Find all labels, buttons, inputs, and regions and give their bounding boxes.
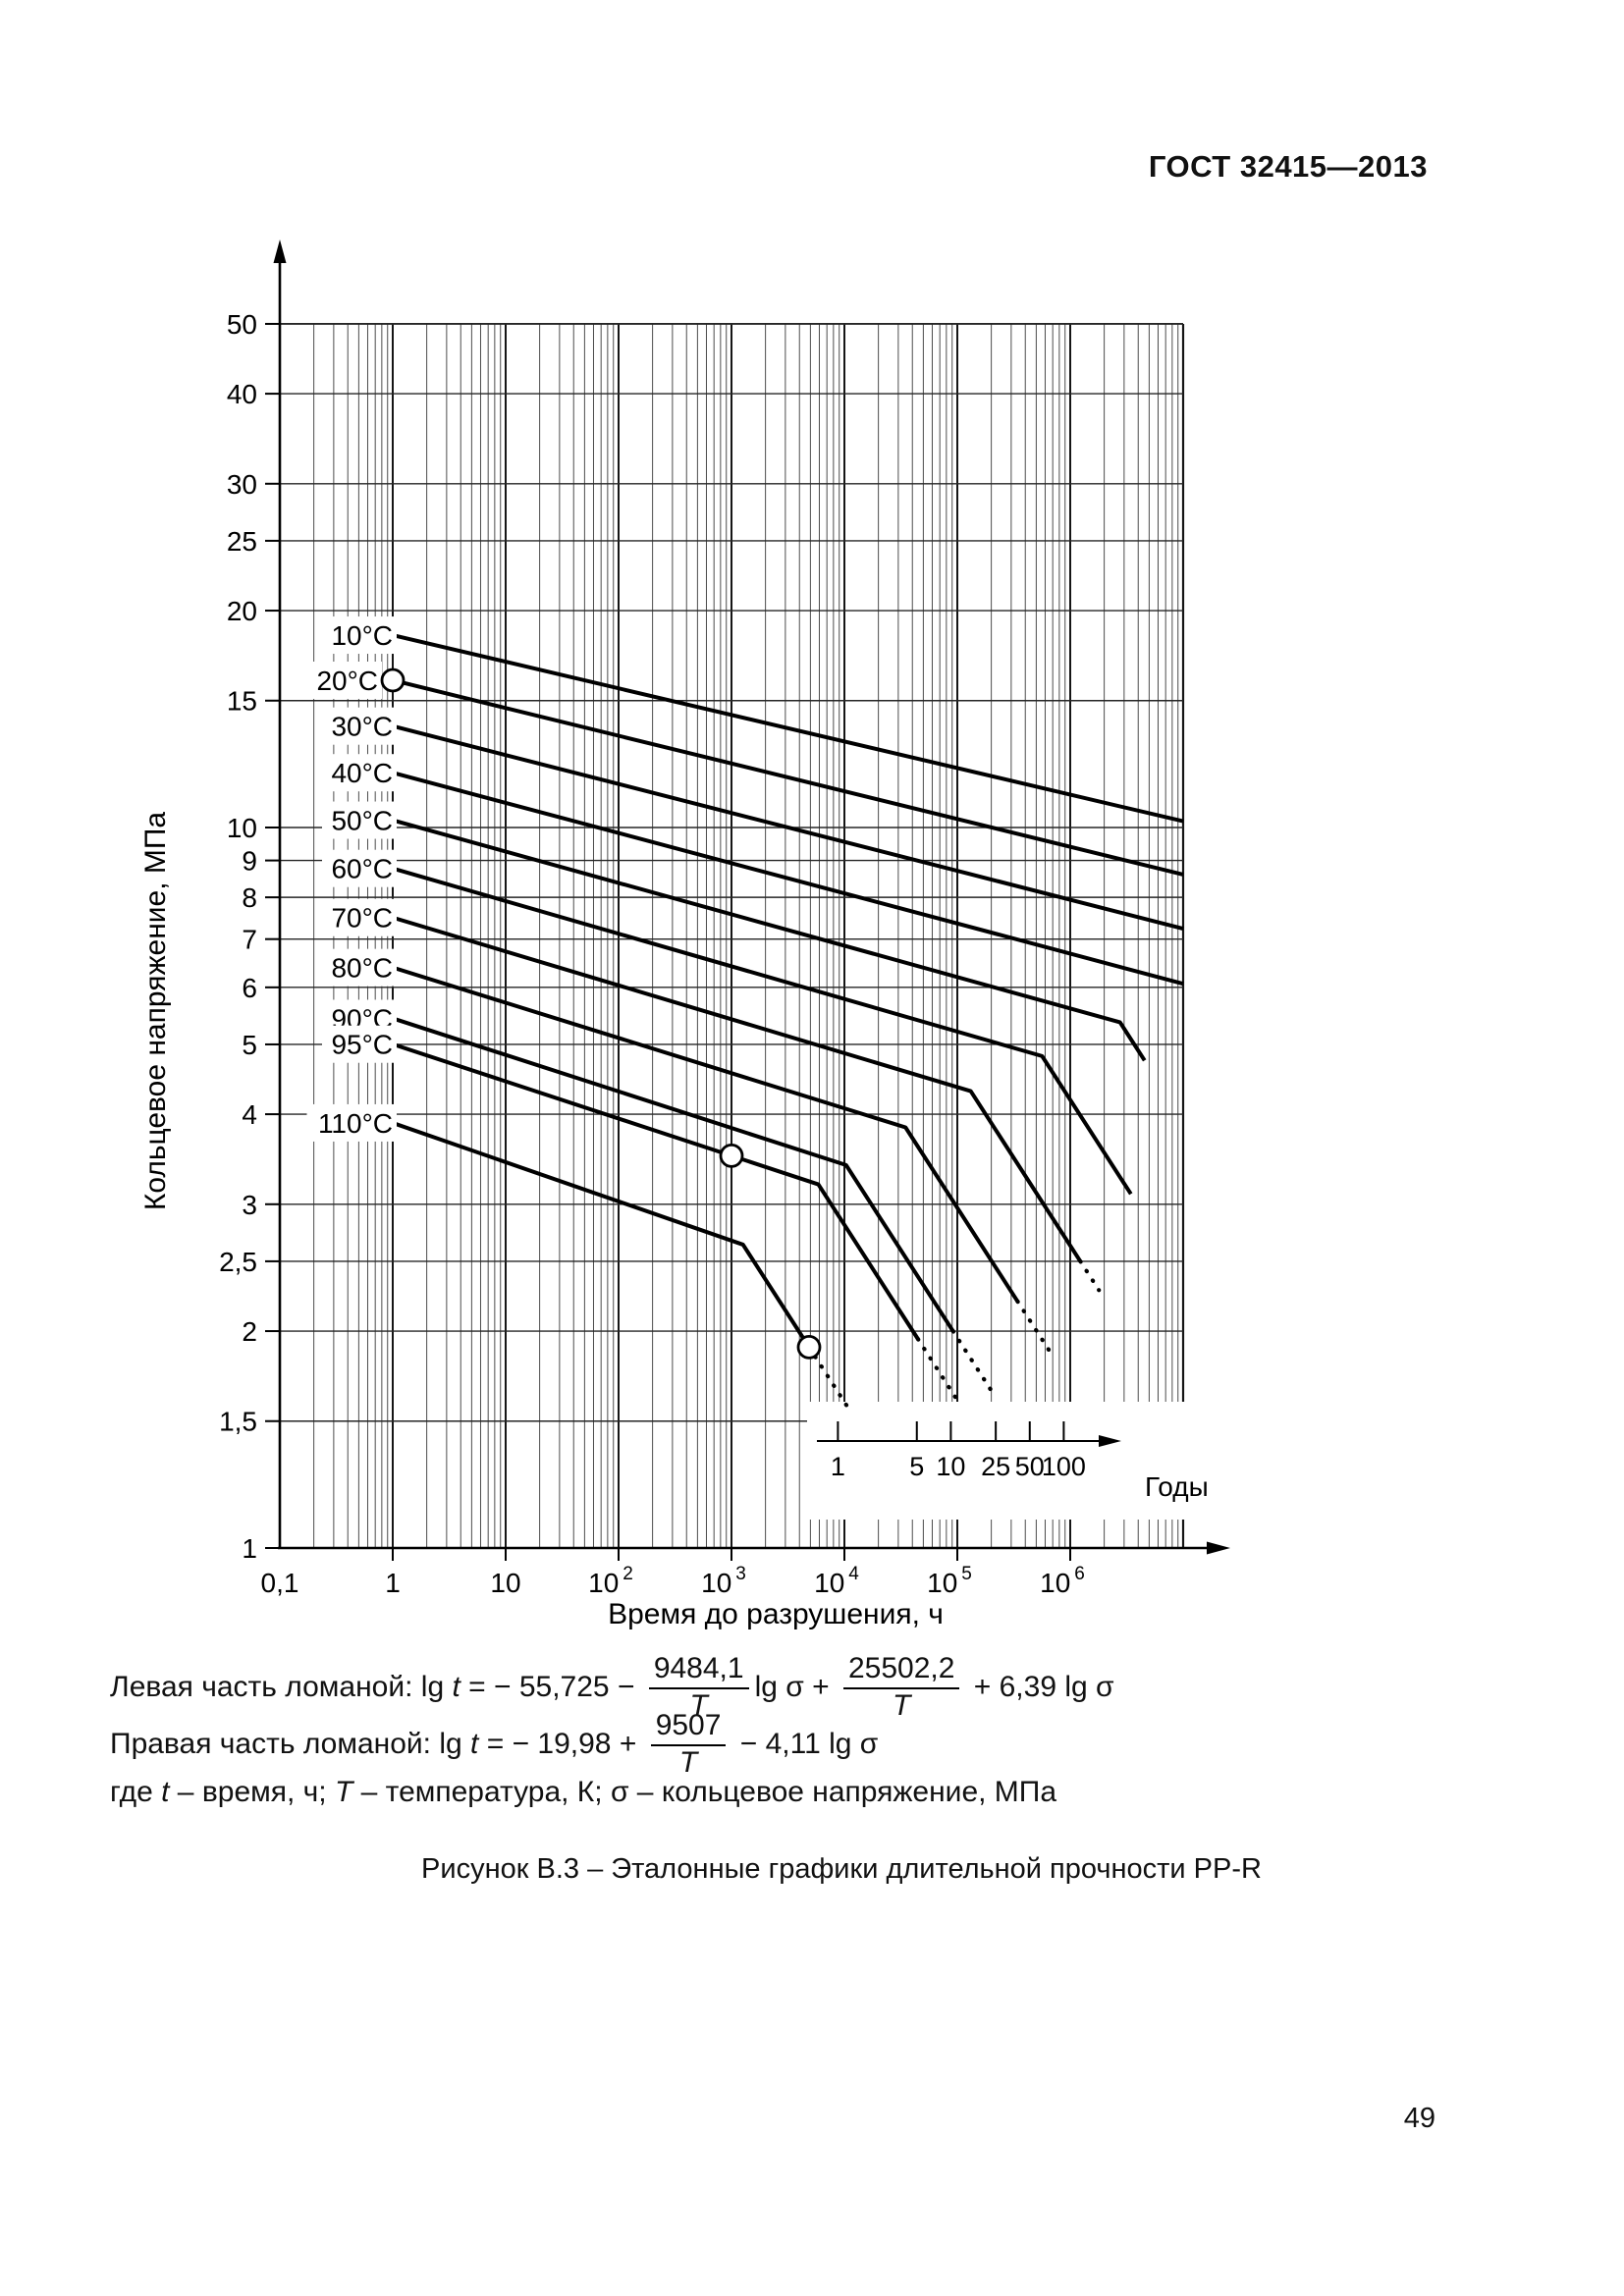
curve-20c — [392, 678, 1184, 877]
x-tick-label: 1 — [385, 1568, 401, 1598]
fraction: 9484,1 T — [648, 1652, 749, 1722]
fraction: 9507 T — [650, 1709, 727, 1779]
curve-dotted-tail-95c — [915, 1337, 960, 1404]
y-tick-label: 4 — [242, 1099, 257, 1130]
x-tick-label: 10 2 — [588, 1564, 633, 1598]
x-tick-label: 10 — [490, 1568, 520, 1598]
formula-left-branch: Левая часть ломаной: lg t = − 55,725 − 9… — [110, 1652, 1114, 1722]
curve-dotted-tail-110c — [806, 1345, 852, 1414]
temp-label-60c: 60°C — [331, 854, 393, 884]
years-inset-box — [807, 1402, 1227, 1520]
temp-label-40c: 40°C — [331, 758, 393, 788]
x-tick-label: 10 4 — [814, 1564, 859, 1598]
x-axis-title: Время до разрушения, ч — [608, 1598, 944, 1630]
y-tick-label: 3 — [242, 1190, 257, 1220]
temp-label-95c: 95°C — [331, 1030, 393, 1060]
y-tick-label: 30 — [227, 469, 257, 500]
curve-10c — [392, 633, 1184, 824]
y-tick-label: 40 — [227, 379, 257, 409]
x-axis-arrow-icon — [1207, 1541, 1230, 1555]
y-axis-title: Кольцевое напряжение, МПа — [139, 812, 172, 1211]
y-tick-label: 2,5 — [219, 1247, 257, 1277]
x-tick-label: 10 6 — [1040, 1564, 1085, 1598]
curve-60c — [392, 866, 1133, 1196]
reference-point-marker — [719, 1143, 744, 1168]
y-tick-label: 10 — [227, 813, 257, 843]
y-tick-label: 20 — [227, 596, 257, 626]
x-tick-label: 10 3 — [701, 1564, 746, 1598]
fraction: 25502,2 T — [842, 1652, 960, 1722]
curve-50c — [392, 818, 1147, 1062]
years-tick-label: 5 — [909, 1452, 924, 1481]
y-tick-label: 15 — [227, 686, 257, 717]
formula-right-branch: Правая часть ломаной: lg t = − 19,98 + 9… — [110, 1709, 879, 1779]
temp-label-20c: 20°C — [316, 666, 378, 696]
page-number: 49 — [1403, 2103, 1435, 2134]
curve-95c — [392, 1041, 920, 1341]
curve-70c — [392, 915, 1082, 1262]
standard-header: ГОСТ 32415—2013 — [1148, 149, 1428, 184]
x-tick-label: 10 5 — [927, 1564, 972, 1598]
y-tick-label: 1 — [242, 1533, 257, 1564]
figure-caption: Рисунок В.3 – Эталонные графики длительн… — [421, 1853, 1262, 1885]
y-tick-label: 8 — [242, 882, 257, 913]
reference-point-marker — [380, 667, 406, 693]
curve-dotted-tail-70c — [1078, 1258, 1102, 1293]
temp-label-50c: 50°C — [331, 806, 393, 836]
grid — [280, 323, 1185, 1548]
curve-40c — [392, 771, 1184, 987]
y-tick-label: 6 — [242, 973, 257, 1003]
y-tick-label: 50 — [227, 309, 257, 340]
years-tick-label: 1 — [831, 1452, 845, 1481]
temp-label-80c: 80°C — [331, 953, 393, 984]
years-axis-title: Годы — [1145, 1471, 1209, 1502]
curve-dotted-tail-80c — [1015, 1299, 1055, 1358]
years-tick-label: 25 — [981, 1452, 1010, 1481]
x-tick-label: 0,1 — [261, 1568, 299, 1598]
years-tick-label: 100 — [1042, 1452, 1086, 1481]
temp-label-70c: 70°C — [331, 903, 393, 934]
years-axis-arrow-icon — [1099, 1435, 1121, 1447]
y-tick-label: 9 — [242, 846, 257, 877]
temperature-labels: 10°C20°C30°C40°C50°C60°C70°C80°C90°C95°C… — [306, 616, 397, 1142]
curve-dotted-tail-90c — [950, 1328, 995, 1394]
curve-110c — [392, 1121, 811, 1349]
years-tick-label: 10 — [936, 1452, 965, 1481]
y-tick-label: 2 — [242, 1316, 257, 1347]
y-tick-label: 5 — [242, 1030, 257, 1060]
curve-30c — [392, 723, 1184, 932]
temp-label-10c: 10°C — [331, 620, 393, 651]
reference-markers — [380, 667, 822, 1360]
curve-80c — [392, 965, 1020, 1303]
reference-point-marker — [796, 1334, 822, 1360]
temperature-curves — [392, 633, 1184, 1414]
y-tick-label: 1,5 — [219, 1407, 257, 1437]
temp-label-110c: 110°C — [318, 1108, 393, 1139]
y-tick-label: 7 — [242, 925, 257, 955]
years-tick-label: 50 — [1015, 1452, 1045, 1481]
curve-90c — [392, 1016, 955, 1333]
temp-label-30c: 30°C — [331, 712, 393, 742]
y-axis-arrow-icon — [273, 240, 287, 263]
where-line: где t – время, ч; T – температура, К; σ … — [110, 1776, 1057, 1808]
y-tick-label: 25 — [227, 526, 257, 557]
